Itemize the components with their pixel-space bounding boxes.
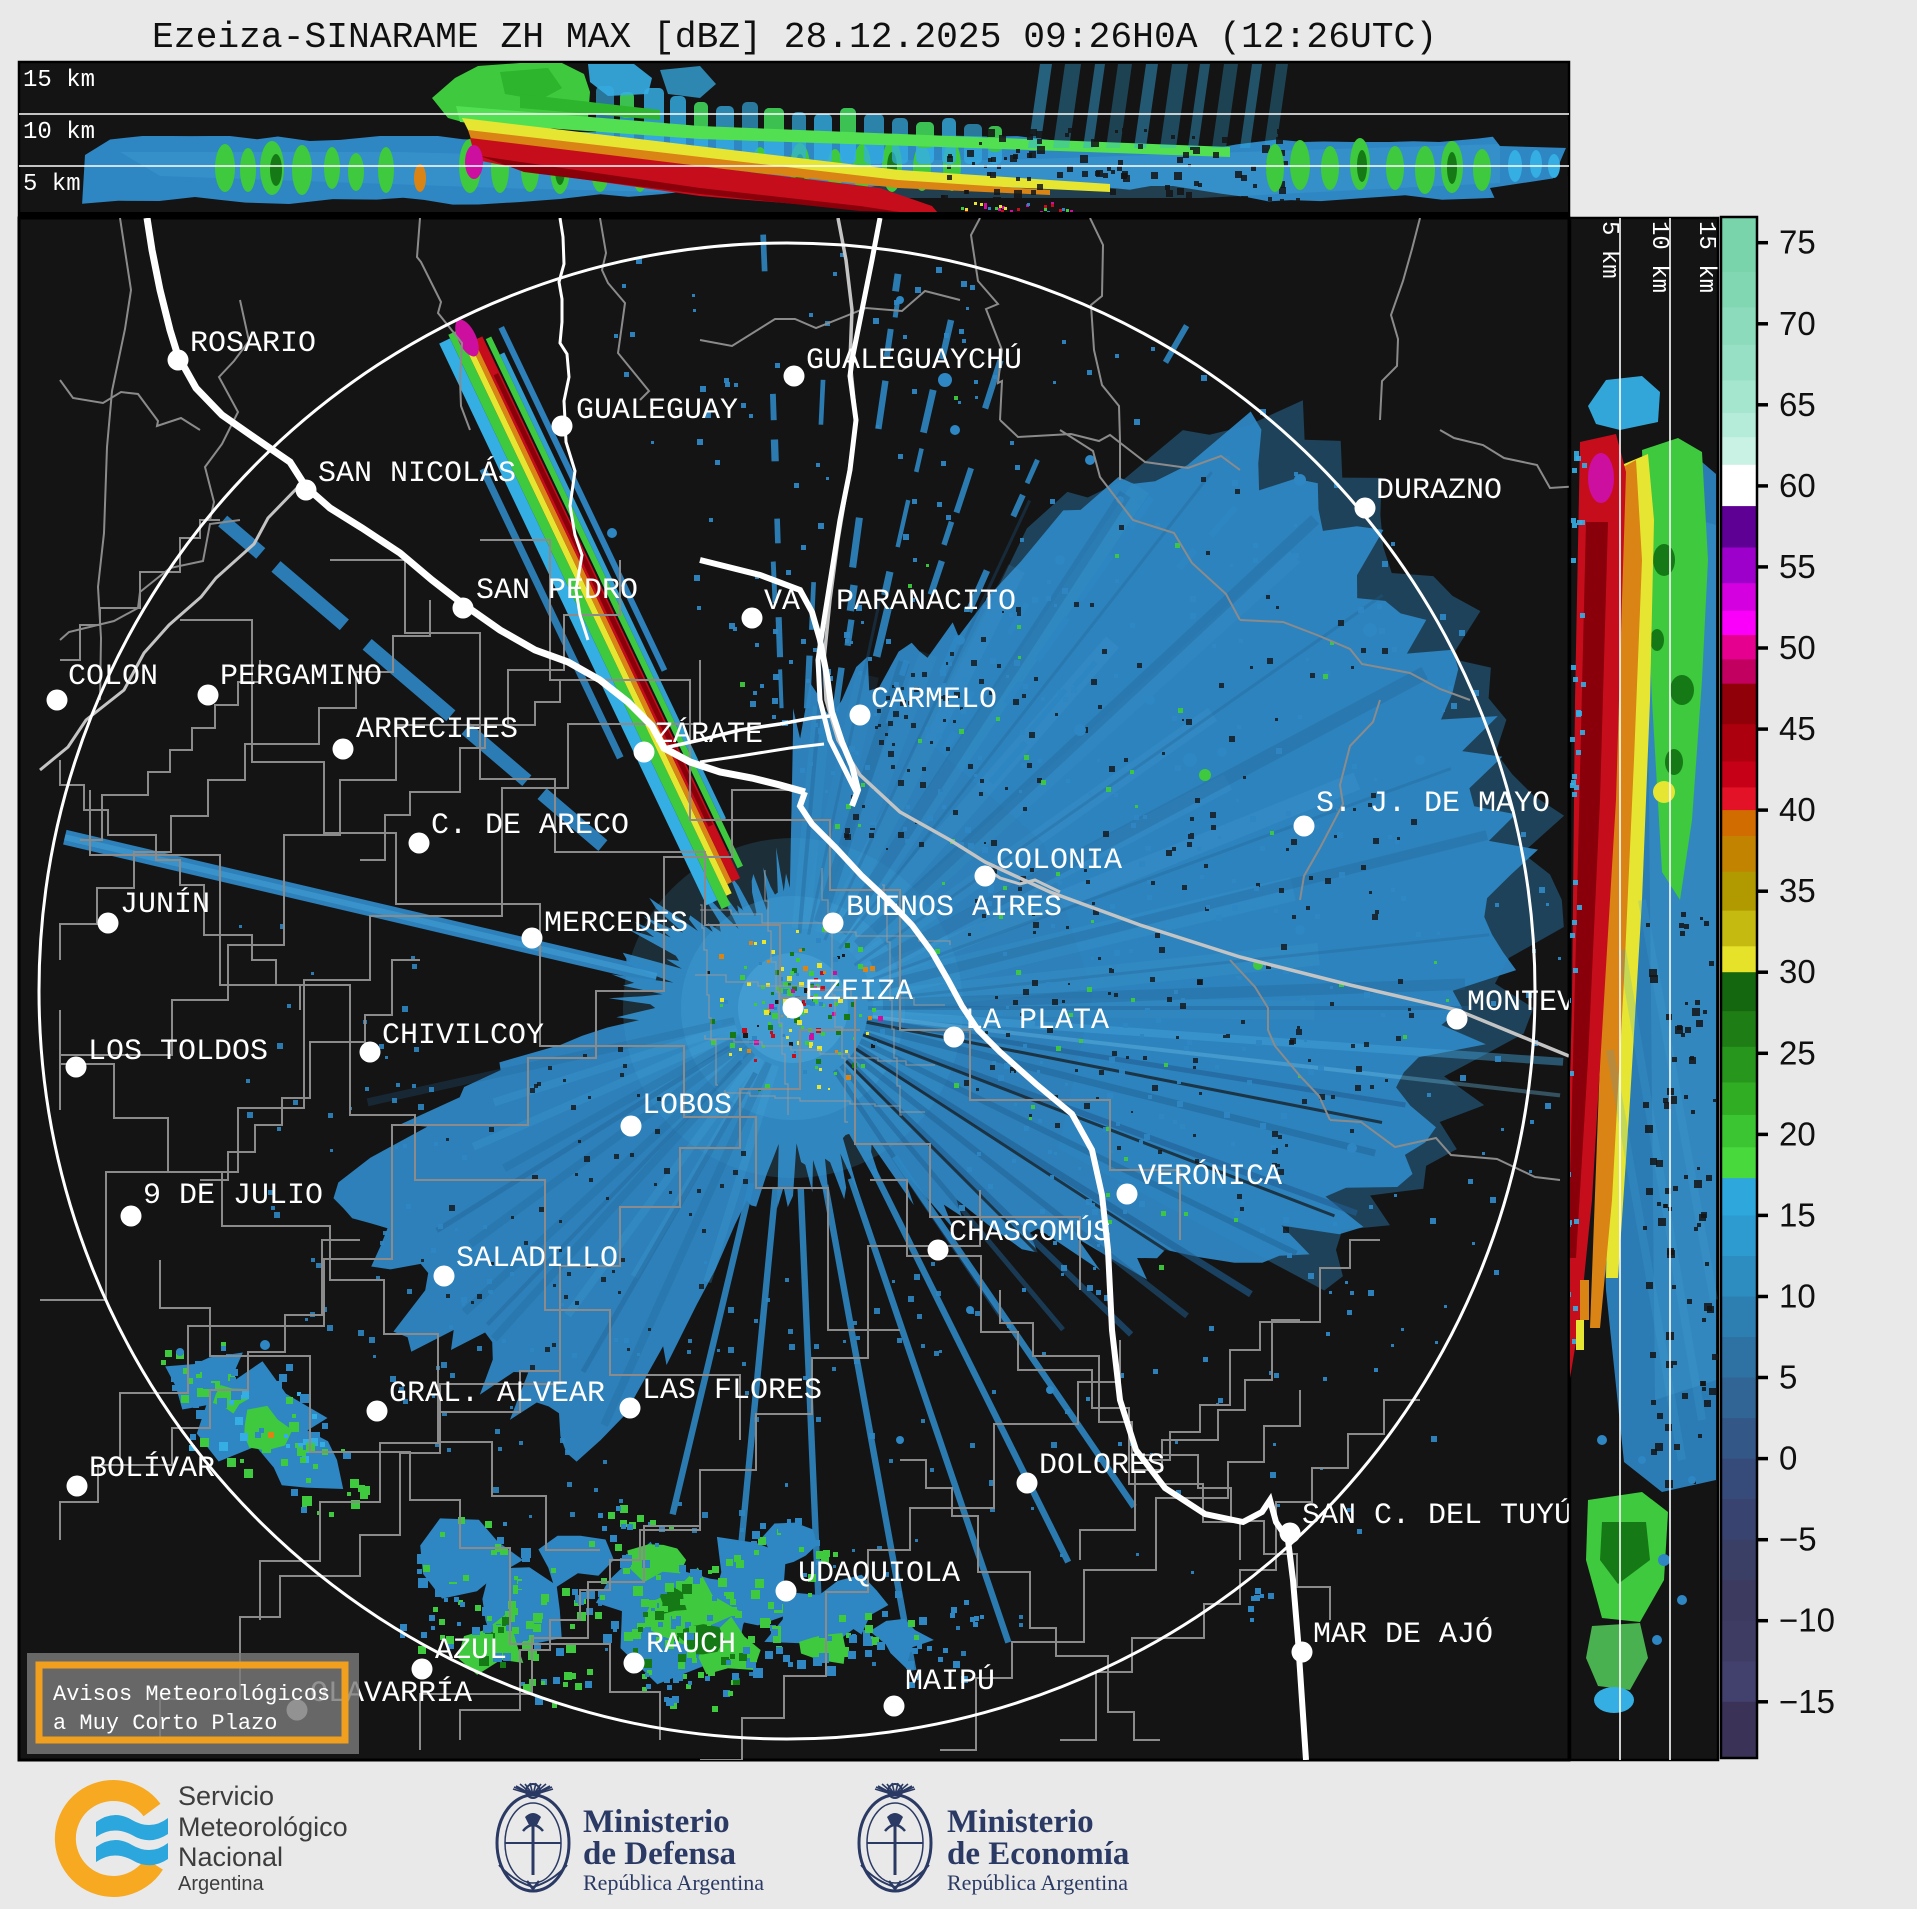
svg-text:COLONIA: COLONIA [996,844,1122,878]
svg-text:BOLÍVAR: BOLÍVAR [89,1451,215,1486]
svg-text:CARMELO: CARMELO [871,683,997,717]
svg-text:MERCEDES: MERCEDES [544,907,688,941]
svg-text:−5: −5 [1779,1521,1817,1558]
svg-text:AZUL: AZUL [435,1634,507,1668]
svg-text:MONTEVIDEO: MONTEVIDEO [1467,986,1647,1020]
svg-text:70: 70 [1779,305,1816,342]
svg-text:65: 65 [1779,386,1816,423]
svg-text:5 km: 5 km [23,171,81,198]
svg-text:PERGAMINO: PERGAMINO [220,660,382,694]
svg-text:25: 25 [1779,1034,1816,1071]
svg-text:ROSARIO: ROSARIO [190,327,316,361]
svg-text:a Muy Corto Plazo: a Muy Corto Plazo [53,1711,277,1736]
svg-text:35: 35 [1779,872,1816,909]
svg-text:GUALEGUAY: GUALEGUAY [576,394,738,428]
svg-text:SAN PEDRO: SAN PEDRO [476,574,638,608]
svg-text:República Argentina: República Argentina [583,1870,764,1895]
svg-text:10 km: 10 km [23,119,95,146]
svg-text:MAIPÚ: MAIPÚ [905,1664,995,1699]
svg-text:ARRECIFES: ARRECIFES [356,713,518,747]
svg-text:LAS FLORES: LAS FLORES [642,1374,822,1408]
svg-text:ZÁRATE: ZÁRATE [655,717,763,752]
svg-text:Meteorológico: Meteorológico [178,1812,348,1842]
svg-text:75: 75 [1779,224,1816,261]
svg-text:10 km: 10 km [1645,221,1672,293]
svg-text:S. J. DE MAYO: S. J. DE MAYO [1316,787,1550,821]
svg-text:DOLORES: DOLORES [1039,1449,1165,1483]
svg-text:DURAZNO: DURAZNO [1376,474,1502,508]
svg-text:de Defensa: de Defensa [583,1836,736,1872]
svg-text:LOS TOLDOS: LOS TOLDOS [88,1035,268,1069]
svg-text:50: 50 [1779,629,1816,666]
svg-text:15 km: 15 km [1692,221,1719,293]
svg-text:C. DE ARECO: C. DE ARECO [431,809,629,843]
svg-text:GUALEGUAYCHÚ: GUALEGUAYCHÚ [806,343,1022,378]
svg-text:SAN C. DEL TUYÚ: SAN C. DEL TUYÚ [1302,1498,1572,1533]
svg-text:Argentina: Argentina [178,1873,264,1895]
svg-text:SALADILLO: SALADILLO [456,1242,618,1276]
svg-text:20: 20 [1779,1115,1816,1152]
svg-text:GRAL. ALVEAR: GRAL. ALVEAR [389,1377,605,1411]
svg-text:Nacional: Nacional [178,1842,283,1872]
svg-text:15 km: 15 km [23,67,95,94]
svg-text:40: 40 [1779,791,1816,828]
svg-text:45: 45 [1779,710,1816,747]
svg-text:Ministerio: Ministerio [583,1804,730,1840]
svg-text:55: 55 [1779,548,1816,585]
svg-text:LOBOS: LOBOS [642,1089,732,1123]
svg-text:5 km: 5 km [1595,221,1622,279]
svg-text:VA. PARANACITO: VA. PARANACITO [764,585,1016,619]
svg-text:CHIVILCOY: CHIVILCOY [382,1019,544,1053]
svg-text:EZEIZA: EZEIZA [805,975,913,1009]
svg-text:60: 60 [1779,467,1816,504]
svg-text:CHASCOMÚS: CHASCOMÚS [949,1215,1111,1250]
svg-text:de Economía: de Economía [947,1836,1129,1872]
svg-text:9 DE JULIO: 9 DE JULIO [143,1179,323,1213]
svg-text:0: 0 [1779,1440,1797,1477]
svg-text:Ezeiza-SINARAME ZH MAX [dBZ] 2: Ezeiza-SINARAME ZH MAX [dBZ] 28.12.2025 … [152,17,1437,58]
svg-text:Ministerio: Ministerio [947,1804,1094,1840]
svg-text:−15: −15 [1779,1683,1835,1720]
svg-text:JUNÍN: JUNÍN [120,887,210,922]
svg-text:Avisos Meteorológicos: Avisos Meteorológicos [53,1682,330,1707]
svg-text:10: 10 [1779,1278,1816,1315]
svg-text:15: 15 [1779,1196,1816,1233]
svg-text:MAR DE AJÓ: MAR DE AJÓ [1313,1617,1493,1652]
svg-text:−10: −10 [1779,1602,1835,1639]
svg-text:República Argentina: República Argentina [947,1870,1128,1895]
svg-text:LA PLATA: LA PLATA [965,1004,1109,1038]
svg-text:VERÓNICA: VERÓNICA [1138,1159,1282,1194]
svg-text:5: 5 [1779,1359,1797,1396]
svg-text:Servicio: Servicio [178,1781,274,1811]
svg-text:UDAQUIOLA: UDAQUIOLA [798,1557,960,1591]
svg-text:RAUCH: RAUCH [646,1628,736,1662]
svg-text:SAN NICOLÁS: SAN NICOLÁS [318,456,516,491]
svg-text:30: 30 [1779,953,1816,990]
svg-text:COLON: COLON [68,660,158,694]
svg-text:BUENOS AIRES: BUENOS AIRES [846,891,1062,925]
